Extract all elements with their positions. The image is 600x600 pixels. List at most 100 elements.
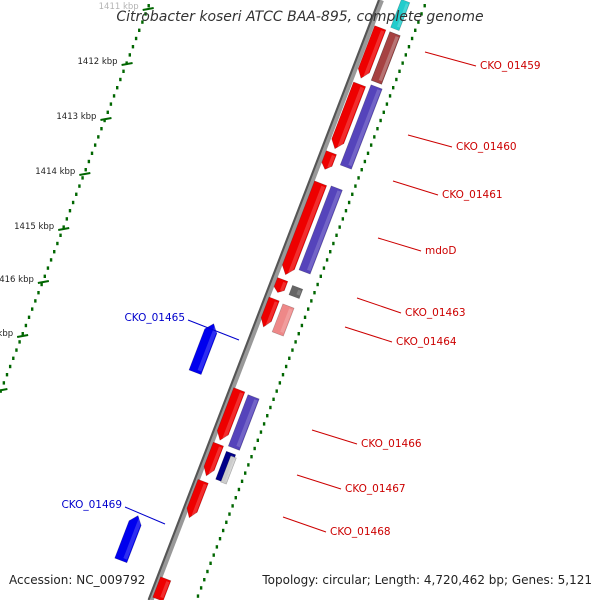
inner-tick [228,512,231,516]
outer-tick [90,151,94,155]
gene-label: CKO_01464 [396,336,457,348]
inner-tick [401,61,404,65]
feature-track [114,0,411,600]
outer-tick [112,94,116,98]
gene-cko-01463-body [273,277,289,293]
gene-cko-01461-small-body [321,150,337,170]
gene-cko-01463 [273,277,289,293]
outer-tick [24,323,28,328]
inner-tick [373,135,376,139]
gene-cko-01461-small [321,150,337,170]
leader-line [296,474,342,490]
gene-next-shine [160,581,170,599]
inner-tick [319,274,322,278]
outer-tick [128,53,132,57]
outer-tick [59,233,62,237]
cds-01466-body [227,394,260,451]
inner-tick [376,127,379,131]
inner-tick [269,405,272,410]
inner-tick [288,356,291,360]
inner-tick [398,69,401,73]
cds-01464 [271,303,295,337]
gene-cko-01466-shine [222,392,244,440]
cds-01463 [288,284,304,300]
inner-tick [272,397,275,401]
gene-cko-01464-shine [265,301,278,326]
cds-01466-shine [236,399,258,448]
kbp-label: 1413 kbp [56,112,96,122]
outer-tick [34,299,37,303]
outer-tick [119,77,122,82]
inner-tick [322,266,326,270]
outer-tick [103,118,106,123]
cds-mdod-shine [307,190,341,272]
kbp-tick-mark [0,388,8,392]
inner-tick [360,168,363,172]
gene-cko-01468-body [186,478,209,519]
gene-cko-01464 [260,296,280,328]
outer-tick [78,184,81,188]
outer-tick [147,4,150,8]
cds-01459-gray [370,31,401,85]
kbp-tick-mark [58,227,70,231]
gene-cko-01467-body [203,441,224,477]
outer-tick [138,28,141,32]
gene-cko-01468 [186,478,209,519]
inner-tick [420,12,423,16]
inner-tick [256,438,260,442]
cds-01463-shine [296,289,302,296]
inner-tick [329,250,332,254]
outer-tick [40,282,43,287]
inner-tick [225,520,228,524]
inner-tick [244,471,247,475]
inner-tick [278,381,282,385]
inner-tick [250,455,253,459]
kbp-tick-mark [121,62,133,66]
gene-cko-01467 [203,441,224,477]
cds-top-cyan-body [390,0,411,32]
outer-tick [5,373,9,377]
cds-01467-gray-body [220,455,237,485]
outer-tick [71,200,75,205]
kbp-label: 1417 kbp [0,329,13,339]
leader-line [377,237,422,252]
inner-tick [240,479,244,483]
outer-tick [134,36,138,41]
kbp-scale: 1411 kbp 1412 kbp 1413 kbp 1414 kbp 1415 kbp… [0,2,154,392]
gene-cko-01465-shine [197,326,219,372]
leader-line [344,326,393,343]
gene-cko-01463-shine [280,281,287,292]
inner-tick [407,45,411,49]
inner-tick [335,233,338,237]
leader-line [124,506,166,525]
cds-01463-body [288,284,304,300]
inner-tick [297,332,300,336]
gene-label: CKO_01461 [442,189,503,201]
topology-text: Topology: circular; Length: 4,720,462 bp… [262,573,592,587]
leader-line [187,319,240,341]
inner-tick [357,176,360,180]
gene-cko-01460 [331,81,367,150]
inner-tick [417,20,420,24]
outer-tick [62,225,65,229]
gene-cko-01464-body [260,296,280,328]
gene-mdod-shine [288,185,326,274]
outer-tick [46,266,50,270]
outer-tick [144,12,147,16]
inner-tick [199,586,203,590]
inner-tick [209,561,212,565]
kbp-tick-mark [16,334,29,338]
outer-tick [37,291,40,295]
leader-line [282,516,327,533]
inner-tick [231,504,234,508]
gene-cko-01469-body [114,515,142,564]
inner-tick [395,77,398,82]
outer-tick [30,307,34,311]
inner-tick [262,422,266,426]
cds-01466 [227,394,260,451]
cds-01460 [339,84,383,170]
inner-tick [300,323,304,328]
kbp-tick-mark [37,280,50,284]
